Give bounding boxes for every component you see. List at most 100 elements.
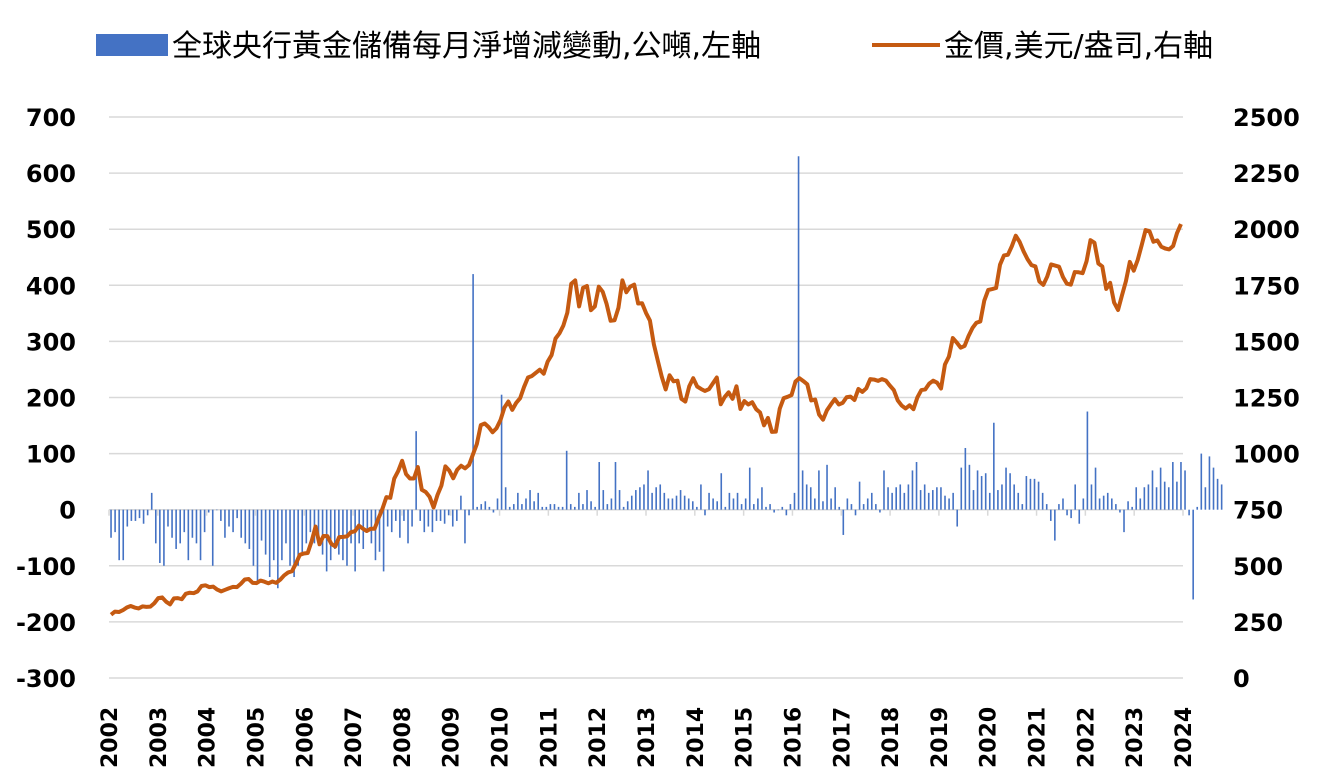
bar xyxy=(309,509,312,533)
bar xyxy=(277,509,279,589)
bar xyxy=(557,506,560,510)
bar xyxy=(899,484,902,510)
bar xyxy=(582,504,584,510)
bar xyxy=(333,509,336,549)
bar xyxy=(171,509,173,538)
bar xyxy=(903,492,906,510)
x-axis-tick-label: 2022 xyxy=(1074,707,1099,768)
bar xyxy=(561,506,564,510)
x-axis-tick-label: 2021 xyxy=(1026,707,1051,768)
right-axis-tick-label: 2250 xyxy=(1233,160,1300,188)
bar xyxy=(301,509,304,555)
right-axis-tick-label: 250 xyxy=(1233,609,1283,637)
bar xyxy=(1009,473,1011,510)
bar xyxy=(1147,484,1150,510)
bar xyxy=(626,501,629,510)
bar xyxy=(419,509,422,521)
bar xyxy=(838,506,841,510)
bar xyxy=(390,509,393,533)
bar xyxy=(435,509,438,521)
bar xyxy=(256,509,259,583)
bar xyxy=(1098,498,1101,510)
bar xyxy=(1216,478,1219,510)
bar xyxy=(386,509,389,527)
bar xyxy=(830,498,832,510)
bar xyxy=(919,490,922,510)
bar xyxy=(289,509,291,566)
bar xyxy=(163,509,165,566)
bar xyxy=(923,484,926,510)
bar xyxy=(272,509,275,561)
bar xyxy=(224,509,226,538)
x-axis-tick-label: 2013 xyxy=(635,707,660,768)
legend-bar-label: 全球央行黃金儲備每月淨增減變動,公噸,左軸 xyxy=(172,29,761,64)
line-series xyxy=(109,223,1183,617)
bar xyxy=(492,509,495,513)
bar xyxy=(598,462,601,510)
x-axis-tick-label: 2018 xyxy=(879,707,904,768)
bar xyxy=(281,509,283,561)
bar xyxy=(203,509,206,533)
bar xyxy=(1159,467,1162,510)
bar xyxy=(748,467,751,510)
bar xyxy=(395,509,397,521)
bar xyxy=(508,506,511,510)
bar xyxy=(643,484,645,510)
bar xyxy=(862,504,865,510)
x-axis-tick-label: 2012 xyxy=(586,707,611,768)
bar xyxy=(370,509,373,544)
bar xyxy=(594,506,596,510)
bar xyxy=(757,498,759,510)
bar xyxy=(647,470,649,510)
bar xyxy=(968,464,971,510)
bar xyxy=(708,492,710,510)
bar xyxy=(818,470,820,510)
bar xyxy=(317,509,320,538)
bar xyxy=(1155,487,1158,510)
bar xyxy=(1082,498,1085,510)
bar xyxy=(1176,481,1178,510)
bar xyxy=(805,484,808,510)
bar xyxy=(854,509,857,516)
bar xyxy=(228,509,230,527)
bar xyxy=(537,492,539,510)
bar xyxy=(431,509,434,533)
bar xyxy=(378,509,381,552)
bar xyxy=(110,509,112,538)
x-axis-tick-label: 2015 xyxy=(733,707,758,768)
left-axis-tick-label: -100 xyxy=(16,553,76,581)
bar xyxy=(464,509,466,544)
left-axis-tick-label: -200 xyxy=(16,609,76,637)
bar xyxy=(720,473,723,510)
bar xyxy=(993,422,995,510)
bar xyxy=(1086,411,1089,510)
bar xyxy=(553,504,556,510)
bar xyxy=(443,509,446,524)
bar xyxy=(891,492,893,510)
bar xyxy=(460,495,462,510)
bar xyxy=(1005,467,1007,510)
bar xyxy=(773,509,775,513)
bar xyxy=(167,509,169,527)
bar xyxy=(724,506,727,510)
bar xyxy=(488,506,491,510)
bar-series xyxy=(110,156,1223,600)
bar xyxy=(976,470,979,510)
bar xyxy=(875,504,877,510)
x-axis-tick-label: 2003 xyxy=(147,707,172,768)
bar xyxy=(476,506,478,510)
bar xyxy=(472,274,474,510)
bar xyxy=(207,509,210,513)
bar xyxy=(374,509,377,561)
bar xyxy=(663,492,666,510)
bar xyxy=(834,487,836,510)
bar xyxy=(179,509,181,544)
bar xyxy=(399,509,401,538)
bar xyxy=(630,495,633,510)
bar xyxy=(350,509,352,544)
bar xyxy=(944,495,946,510)
bar xyxy=(138,509,141,519)
bar xyxy=(1054,509,1056,541)
bar xyxy=(521,504,523,510)
bar xyxy=(407,509,409,544)
